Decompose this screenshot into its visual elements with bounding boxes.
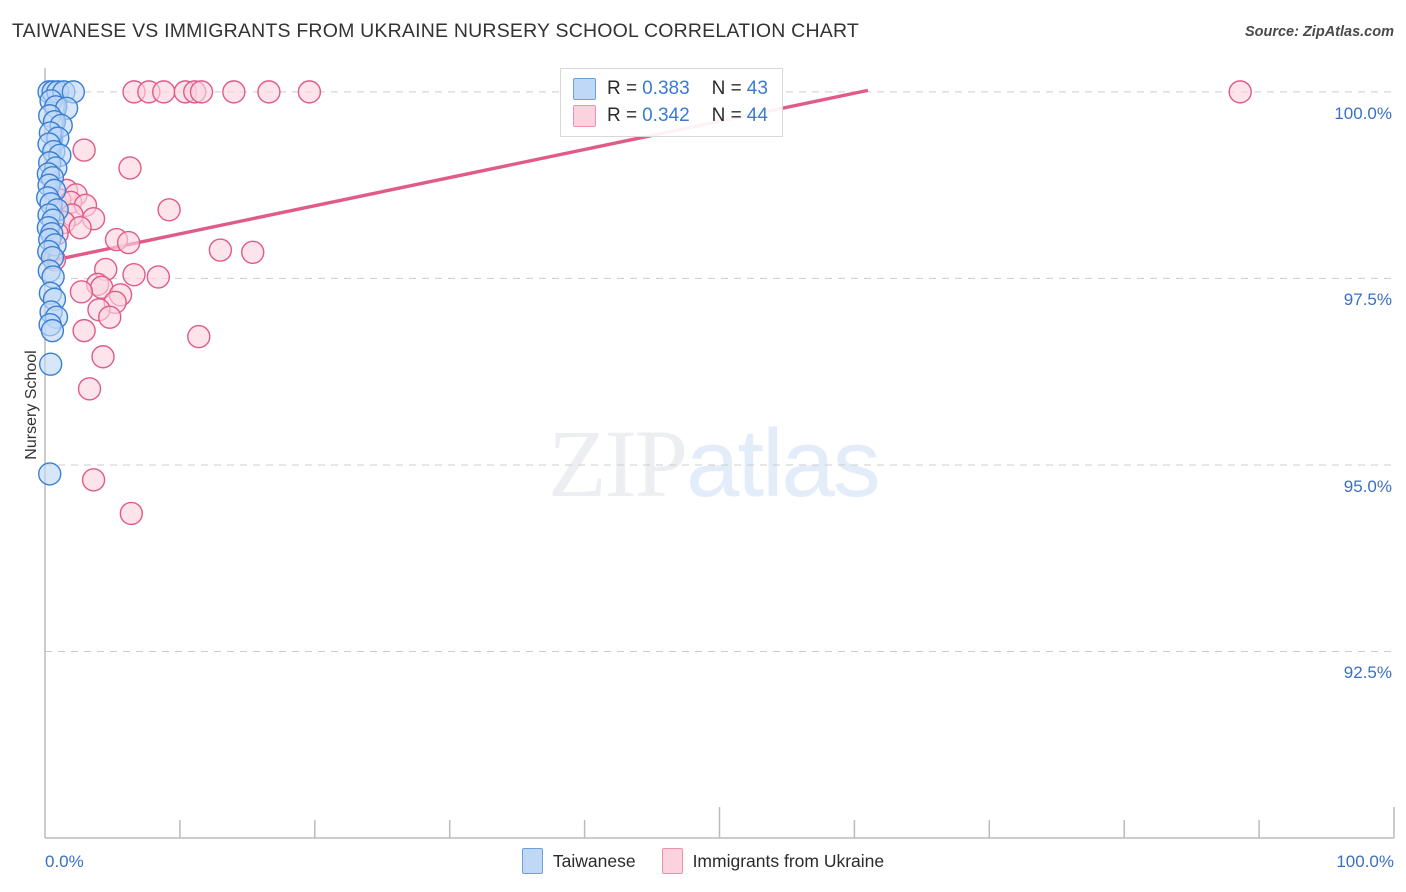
- n-value-taiwanese: 43: [746, 77, 768, 99]
- source-attribution: Source: ZipAtlas.com: [1244, 24, 1394, 40]
- data-point[interactable]: [81, 468, 106, 492]
- page-title: TAIWANESE VS IMMIGRANTS FROM UKRAINE NUR…: [12, 20, 859, 42]
- r-value-taiwanese: 0.383: [642, 77, 690, 99]
- y-tick-label-2: 95.0%: [1343, 476, 1392, 496]
- data-point[interactable]: [116, 230, 141, 255]
- y-tick-label-0: 100.0%: [1334, 103, 1392, 123]
- x-axis-min-label: 0.0%: [45, 852, 84, 871]
- correlation-stats-legend: R = 0.383 N = 43 R = 0.342 N = 44: [560, 68, 783, 137]
- y-tick-label-1: 97.5%: [1343, 290, 1392, 310]
- legend-swatch-taiwanese: [573, 77, 596, 100]
- data-point[interactable]: [146, 265, 171, 289]
- y-tick-label-3: 92.5%: [1343, 663, 1392, 683]
- legend-label-taiwanese: Taiwanese: [552, 850, 636, 871]
- r-label-ukraine: R =: [607, 104, 638, 126]
- stats-row-ukraine: R = 0.342 N = 44: [573, 102, 768, 129]
- legend-swatch-ukraine: [573, 104, 596, 127]
- data-point[interactable]: [189, 80, 214, 104]
- stats-row-taiwanese: R = 0.383 N = 43: [573, 75, 768, 102]
- data-point[interactable]: [208, 238, 233, 262]
- series-legend: Taiwanese Immigrants from Ukraine: [0, 848, 1406, 874]
- data-point[interactable]: [77, 377, 102, 401]
- n-value-ukraine: 44: [746, 104, 768, 126]
- gridlines: [45, 91, 1394, 652]
- data-point[interactable]: [72, 318, 96, 343]
- data-point[interactable]: [157, 198, 181, 222]
- n-label-ukraine: N =: [711, 104, 742, 126]
- data-point[interactable]: [118, 156, 142, 180]
- x-axis-max-label: 100.0%: [1336, 852, 1394, 871]
- data-point[interactable]: [68, 215, 92, 240]
- legend-color-ukraine: [661, 848, 683, 874]
- x-axis-ticks: [179, 807, 1395, 838]
- data-point[interactable]: [38, 352, 63, 376]
- data-point[interactable]: [152, 80, 176, 104]
- legend-label-ukraine: Immigrants from Ukraine: [692, 850, 885, 871]
- n-label-taiwanese: N =: [711, 77, 742, 99]
- data-point[interactable]: [1228, 80, 1252, 104]
- r-label-taiwanese: R =: [607, 77, 638, 99]
- legend-item-ukraine[interactable]: Immigrants from Ukraine: [661, 848, 885, 874]
- data-point[interactable]: [187, 324, 211, 349]
- data-point[interactable]: [241, 240, 265, 264]
- legend-item-taiwanese[interactable]: Taiwanese: [521, 848, 636, 874]
- data-point[interactable]: [69, 280, 94, 304]
- data-point[interactable]: [297, 80, 322, 104]
- data-point[interactable]: [38, 462, 62, 486]
- data-point[interactable]: [257, 80, 281, 104]
- data-point[interactable]: [91, 345, 115, 369]
- scatter-points-taiwanese: [35, 80, 86, 486]
- data-point[interactable]: [40, 318, 65, 343]
- r-value-ukraine: 0.342: [642, 104, 690, 126]
- data-point[interactable]: [72, 138, 96, 162]
- data-point[interactable]: [222, 80, 246, 104]
- data-point[interactable]: [119, 501, 144, 526]
- legend-color-taiwanese: [521, 848, 543, 874]
- y-axis-title: Nursery School: [23, 350, 40, 460]
- scatter-points-ukraine: [42, 80, 1252, 526]
- data-point[interactable]: [98, 305, 122, 329]
- data-point[interactable]: [122, 262, 146, 287]
